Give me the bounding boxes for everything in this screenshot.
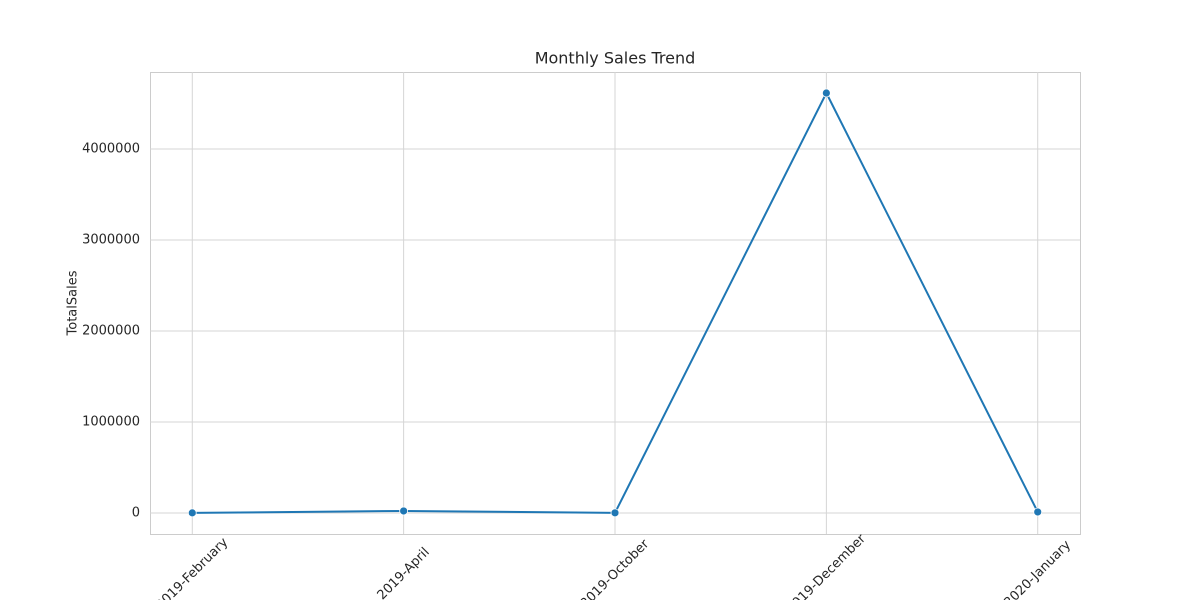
x-tick-label: 2019-April (375, 545, 433, 600)
point (610, 508, 620, 518)
y-tick-label: 2000000 (82, 323, 140, 338)
point (187, 508, 197, 518)
point (821, 88, 831, 98)
x-tick-label: 2020-January (1001, 537, 1074, 600)
x-tick-label: 2019-October (578, 536, 653, 600)
x-tick-label: 2019-February (153, 535, 231, 600)
point (1033, 507, 1043, 517)
point (399, 506, 409, 516)
x-tick-label: 2019-December (784, 531, 869, 600)
y-tick-label: 0 (132, 505, 140, 520)
chart-title: Monthly Sales Trend (535, 49, 696, 68)
y-axis-label: TotalSales (66, 270, 81, 336)
y-tick-label: 1000000 (82, 414, 140, 429)
y-tick-label: 3000000 (82, 232, 140, 247)
y-tick-label: 4000000 (82, 141, 140, 156)
